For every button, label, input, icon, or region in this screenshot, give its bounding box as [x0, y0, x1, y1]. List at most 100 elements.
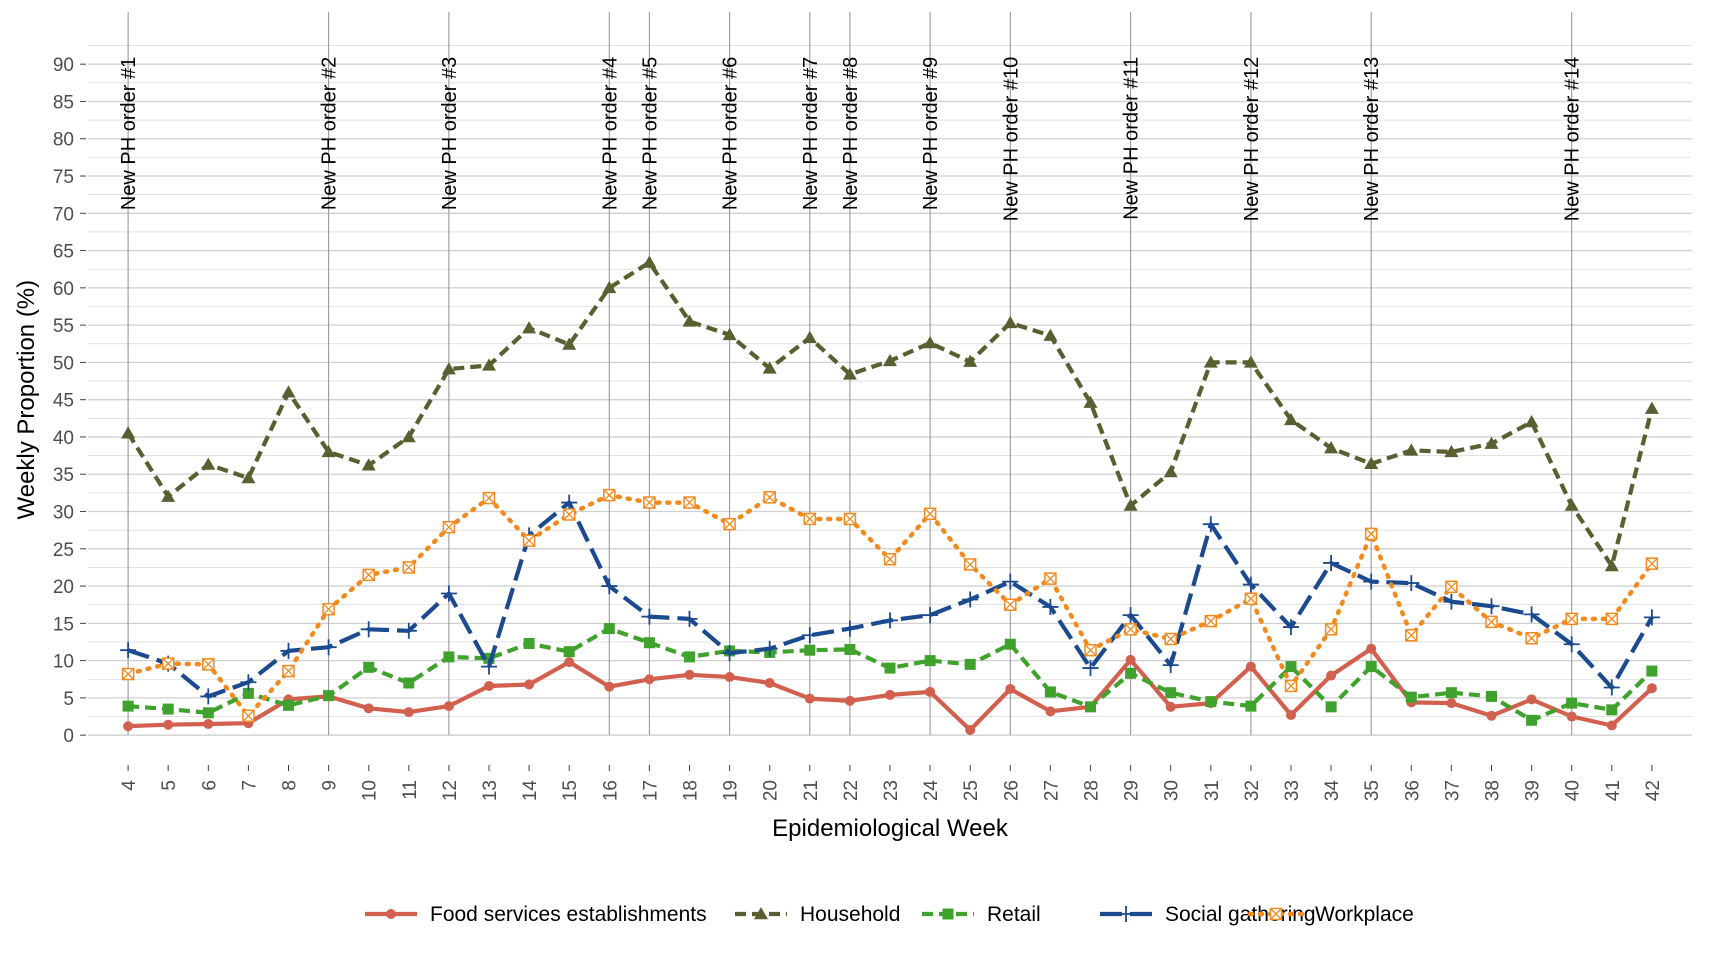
data-point-workplace — [1565, 612, 1578, 626]
data-point-household — [121, 426, 136, 439]
annotation-label: New PH order #3 — [439, 57, 461, 210]
y-tick-label: 0 — [63, 726, 74, 747]
x-tick-label: 34 — [1322, 780, 1343, 802]
y-tick-label: 65 — [53, 242, 74, 263]
data-point-social-gathering — [1443, 593, 1460, 610]
legend-swatch-marker — [1269, 907, 1283, 921]
data-point-workplace — [1284, 679, 1298, 693]
data-point-workplace — [362, 568, 375, 582]
x-tick-label: 13 — [480, 780, 501, 801]
gridlines — [88, 45, 1692, 736]
data-point-food-services-establishments — [524, 679, 535, 690]
legend-swatch-marker-cross — [1270, 908, 1282, 920]
data-point-food-services-establishments — [1566, 711, 1577, 722]
series-food-services-establishments — [123, 643, 1657, 735]
data-point-retail — [964, 658, 976, 670]
legend-swatch-marker — [386, 909, 396, 919]
x-tick-label: 31 — [1202, 780, 1223, 801]
x-tick-label: 7 — [239, 780, 260, 791]
data-point-household — [802, 330, 817, 344]
data-point-workplace-cross — [683, 496, 696, 509]
series-line-workplace — [125, 492, 1655, 719]
series-retail — [122, 623, 1658, 726]
y-tick-label: 60 — [53, 279, 74, 300]
data-point-social-gathering — [1363, 573, 1380, 590]
data-point-food-services-establishments — [163, 719, 174, 730]
data-point-food-services-establishments — [764, 677, 775, 688]
y-tick-label: 90 — [53, 55, 74, 76]
x-tick-label: 21 — [801, 780, 822, 801]
data-point-workplace — [1605, 612, 1619, 626]
data-point-workplace-cross — [803, 513, 816, 525]
legend-label: Food services establishments — [430, 903, 707, 926]
data-point-workplace-cross — [1485, 615, 1498, 628]
data-point-workplace — [963, 558, 977, 571]
data-point-social-gathering — [240, 674, 257, 691]
data-point-food-services-establishments — [885, 689, 895, 700]
data-point-household — [722, 327, 737, 341]
data-point-food-services-establishments — [1606, 720, 1617, 731]
data-point-social-gathering — [922, 607, 939, 624]
series-line-household — [126, 260, 1654, 569]
data-point-workplace-cross — [924, 507, 937, 520]
data-point-retail — [242, 687, 254, 699]
data-point-workplace-cross — [1124, 623, 1137, 636]
data-point-food-services-establishments — [684, 669, 695, 680]
data-point-food-services-establishments — [1245, 661, 1256, 672]
legend-label: Workplace — [1315, 903, 1414, 926]
data-point-household — [1484, 436, 1499, 449]
x-tick-label: 28 — [1082, 780, 1103, 801]
data-point-social-gathering — [1603, 679, 1620, 696]
data-point-food-services-establishments — [443, 701, 454, 712]
data-point-food-services-establishments — [844, 695, 855, 706]
data-point-social-gathering — [1242, 576, 1259, 593]
y-tick-label: 45 — [53, 391, 74, 412]
x-tick-label: 8 — [280, 780, 301, 791]
data-point-workplace — [1364, 527, 1378, 541]
x-tick-label: 24 — [921, 780, 942, 802]
data-point-household — [1123, 498, 1138, 511]
data-point-workplace — [883, 552, 897, 566]
y-tick-label: 85 — [53, 92, 74, 113]
data-point-retail — [563, 646, 575, 658]
data-point-workplace-cross — [1365, 527, 1378, 540]
legend-swatch-marker — [942, 908, 954, 920]
data-point-household — [642, 255, 657, 268]
data-point-retail — [884, 662, 896, 674]
x-tick-label: 18 — [681, 780, 702, 801]
data-point-workplace-cross — [1565, 612, 1578, 625]
data-point-household — [842, 367, 857, 380]
data-point-retail — [1325, 701, 1337, 713]
y-tick-label: 15 — [53, 614, 74, 635]
x-tick-label: 40 — [1563, 780, 1584, 801]
legend-label: Household — [800, 903, 900, 926]
data-point-social-gathering — [1523, 606, 1540, 623]
data-point-household — [1364, 456, 1379, 470]
data-point-workplace — [1084, 643, 1097, 657]
legend-label: Retail — [987, 903, 1041, 926]
x-tick-label: 15 — [560, 780, 581, 801]
data-point-household — [963, 354, 978, 367]
data-point-household — [1243, 355, 1258, 368]
data-point-food-services-establishments — [1446, 698, 1457, 709]
legend-item-workplace: Workplace — [1247, 903, 1414, 926]
data-point-workplace — [282, 664, 295, 678]
data-point-social-gathering — [761, 640, 778, 657]
data-point-food-services-establishments — [484, 680, 494, 691]
data-point-retail — [1085, 701, 1096, 713]
data-point-workplace-cross — [1004, 598, 1017, 611]
data-point-household — [1524, 415, 1539, 428]
data-point-retail — [162, 703, 174, 715]
data-point-food-services-establishments — [604, 681, 615, 692]
data-point-social-gathering — [320, 639, 337, 656]
data-point-workplace-cross — [402, 561, 415, 574]
data-point-social-gathering — [120, 642, 137, 659]
y-axis-title: Weekly Proportion (%) — [13, 280, 40, 520]
x-tick-label: 5 — [159, 780, 180, 791]
data-point-retail — [1365, 661, 1377, 673]
annotation-label: New PH order #2 — [319, 57, 341, 210]
data-point-social-gathering — [1283, 619, 1299, 636]
data-point-workplace — [803, 512, 817, 526]
series-social-gathering — [120, 494, 1660, 705]
data-point-workplace-cross — [603, 489, 616, 502]
